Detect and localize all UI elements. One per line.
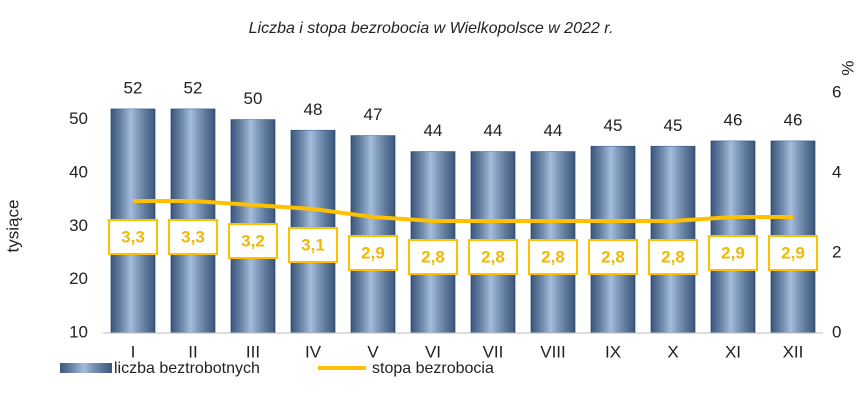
data-label-box xyxy=(708,235,758,271)
x-tick-label: VI xyxy=(425,342,441,361)
data-label: 45 xyxy=(664,116,683,135)
y-tick-label: 20 xyxy=(69,269,88,288)
y2-tick-label: 6 xyxy=(832,82,841,101)
data-label: 2,9 xyxy=(361,243,385,262)
x-tick-label: II xyxy=(188,342,197,361)
data-label: 46 xyxy=(724,110,743,129)
data-label: 52 xyxy=(124,78,143,97)
data-label: 3,3 xyxy=(121,227,145,246)
data-label-box xyxy=(228,223,278,259)
data-label: 48 xyxy=(304,100,323,119)
data-label-box xyxy=(108,219,158,255)
data-label-box xyxy=(408,239,458,275)
data-label: 44 xyxy=(424,121,443,140)
y2-tick-label: 4 xyxy=(832,162,841,181)
data-label-box xyxy=(528,239,578,275)
data-label: 46 xyxy=(784,110,803,129)
x-tick-label: III xyxy=(246,342,260,361)
bar-shade xyxy=(351,135,395,333)
y-tick-label: 50 xyxy=(69,109,88,128)
data-label: 47 xyxy=(364,105,383,124)
data-label: 2,8 xyxy=(421,247,445,266)
x-tick-label: VIII xyxy=(540,342,566,361)
y-tick-label: 30 xyxy=(69,216,88,235)
legend-label: stopa bezrobocia xyxy=(372,360,494,377)
x-tick-label: IV xyxy=(305,342,322,361)
data-label: 3,1 xyxy=(301,235,325,254)
data-label: 52 xyxy=(184,78,203,97)
line xyxy=(133,199,793,223)
data-label-box xyxy=(288,227,338,263)
x-tick-label: IX xyxy=(605,342,621,361)
y2-tick-label: 2 xyxy=(832,242,841,261)
data-label-box xyxy=(588,239,638,275)
data-label: 3,3 xyxy=(181,227,205,246)
chart-title: Liczba i stopa bezrobocia w Wielkopolsce… xyxy=(249,20,614,37)
data-label: 44 xyxy=(484,121,503,140)
data-label: 2,8 xyxy=(601,247,625,266)
x-tick-label: XII xyxy=(783,342,804,361)
data-label: 2,9 xyxy=(781,243,805,262)
data-label-box xyxy=(348,235,398,271)
legend-swatch-shade xyxy=(60,363,112,373)
y-tick-label: 10 xyxy=(69,322,88,341)
data-label-box xyxy=(468,239,518,275)
data-label: 50 xyxy=(244,89,263,108)
data-label: 2,8 xyxy=(541,247,565,266)
data-label: 45 xyxy=(604,116,623,135)
y2-axis-label: % xyxy=(838,60,857,75)
y-axis-label: tysiące xyxy=(3,200,22,253)
legend-label: liczba beztrobotnych xyxy=(114,360,260,377)
y-tick-label: 40 xyxy=(69,162,88,181)
data-label: 44 xyxy=(544,121,563,140)
x-tick-label: I xyxy=(131,342,136,361)
data-label: 2,9 xyxy=(721,243,745,262)
data-label: 3,2 xyxy=(241,231,265,250)
x-tick-label: XI xyxy=(725,342,741,361)
data-label: 2,8 xyxy=(661,247,685,266)
data-label-box xyxy=(168,219,218,255)
data-label: 2,8 xyxy=(481,247,505,266)
data-label-box xyxy=(648,239,698,275)
y2-tick-label: 0 xyxy=(832,322,841,341)
x-tick-label: X xyxy=(667,342,678,361)
x-tick-label: V xyxy=(367,342,379,361)
x-tick-label: VII xyxy=(483,342,504,361)
data-label-box xyxy=(768,235,818,271)
